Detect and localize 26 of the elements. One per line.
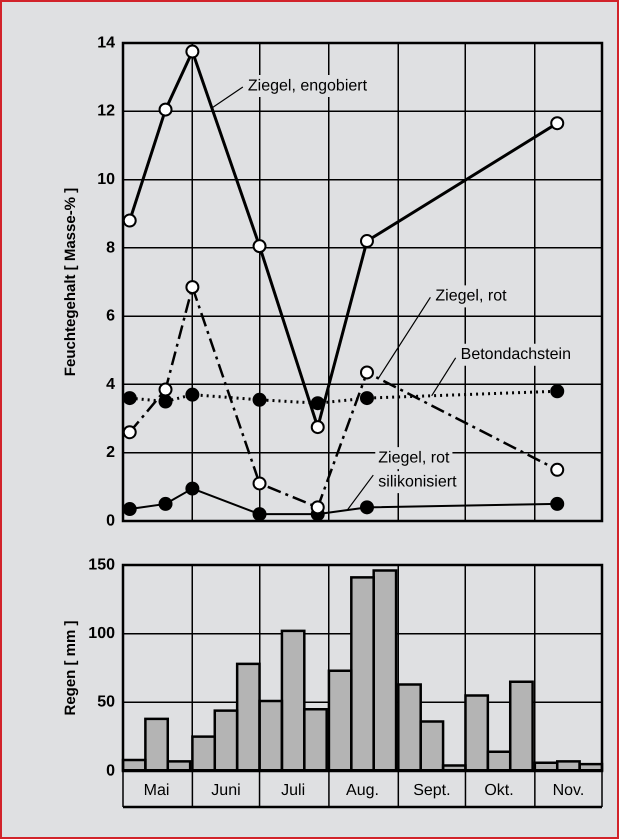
text: silikonisiert xyxy=(378,473,457,490)
y-tick-label: 6 xyxy=(106,308,116,325)
text: Ziegel, rot xyxy=(435,288,507,305)
y-tick-label: 150 xyxy=(88,556,116,574)
y-tick-label: 0 xyxy=(106,762,116,780)
y-tick-label: 14 xyxy=(97,34,116,52)
y-tick-label: 50 xyxy=(97,694,116,711)
x-tick-label: Sept. xyxy=(413,782,451,800)
y-tick-label: 0 xyxy=(106,512,116,530)
text: Ziegel, engobiert xyxy=(248,77,368,94)
y-tick-label: 8 xyxy=(106,239,116,256)
x-tick-label: Okt. xyxy=(484,782,514,800)
y-tick-label: 2 xyxy=(106,444,116,462)
x-tick-label: Mai xyxy=(144,782,170,800)
y-axis-title: Regen [ mm ] xyxy=(62,620,80,716)
series-label: Ziegel, rot xyxy=(378,449,450,466)
x-tick-label: Nov. xyxy=(552,782,584,800)
y-axis-title: Feuchtegehalt [ Masse-% ] xyxy=(62,188,80,376)
y-tick-label: 4 xyxy=(106,376,116,393)
y-tick-label: 12 xyxy=(97,102,116,120)
y-tick-label: 100 xyxy=(88,625,116,642)
x-tick-label: Juli xyxy=(281,782,306,800)
y-tick-label: 10 xyxy=(97,170,116,188)
x-tick-label: Juni xyxy=(211,782,241,800)
series-label: Betondachstein xyxy=(460,346,571,364)
x-tick-label: Aug. xyxy=(346,782,379,800)
